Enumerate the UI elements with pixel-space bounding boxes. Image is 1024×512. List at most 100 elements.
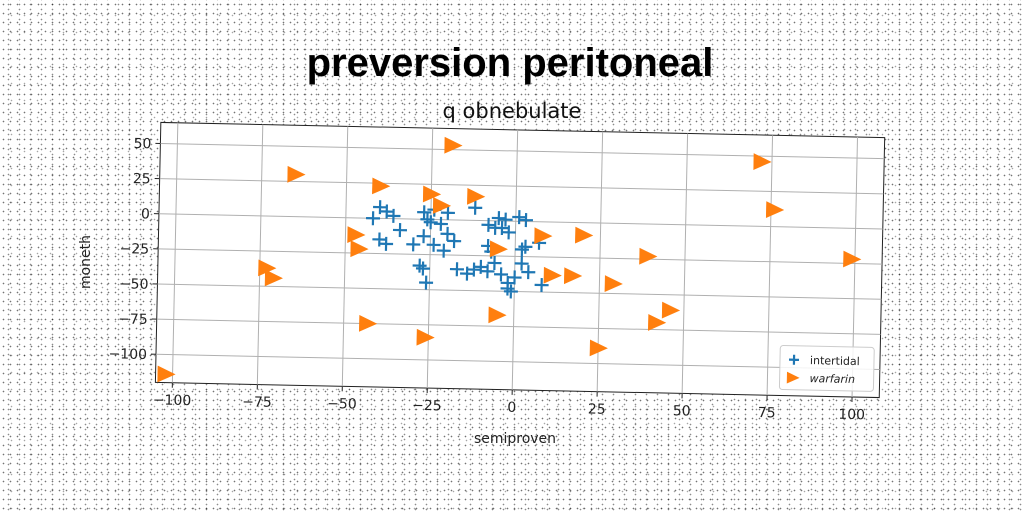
point-intertidal xyxy=(416,229,431,244)
point-intertidal xyxy=(480,264,495,279)
chart-subtitle: q obnebulate xyxy=(443,99,582,123)
point-warfarin xyxy=(843,250,862,268)
legend-marker-warfarin xyxy=(786,371,800,384)
grid-line-x xyxy=(171,122,179,383)
chart-title: preversion peritoneal xyxy=(307,41,714,85)
grid-line-x xyxy=(256,124,264,385)
point-intertidal xyxy=(512,210,527,225)
legend-label-intertidal: intertidal xyxy=(810,354,860,368)
point-intertidal xyxy=(449,262,464,277)
grid-lines xyxy=(155,122,885,397)
legend-marker-intertidal xyxy=(788,354,800,365)
point-intertidal xyxy=(460,266,475,281)
grid-line-y xyxy=(158,248,883,265)
point-intertidal xyxy=(433,216,448,231)
plot-frame xyxy=(154,121,886,399)
point-intertidal xyxy=(417,205,432,220)
grid-line-y xyxy=(156,318,881,335)
point-warfarin xyxy=(444,136,463,154)
point-warfarin xyxy=(534,227,553,245)
point-warfarin xyxy=(372,177,391,195)
grid-line-x xyxy=(766,135,774,396)
x-tick-label: 50 xyxy=(673,403,691,419)
point-intertidal xyxy=(386,208,401,223)
point-intertidal xyxy=(498,212,513,227)
grid-line-x xyxy=(426,128,434,389)
grid-line-y xyxy=(155,353,880,370)
y-axis-label: moneth xyxy=(78,235,94,289)
point-warfarin xyxy=(347,226,366,243)
point-warfarin xyxy=(422,185,442,203)
point-warfarin xyxy=(543,266,562,284)
x-tick-label: 100 xyxy=(838,407,865,424)
grid-line-y xyxy=(158,213,883,230)
x-axis-ticks: −100 −75 −50 −25 0 25 50 75 100 xyxy=(153,382,865,424)
data-points xyxy=(157,136,862,383)
grid-line-y xyxy=(160,143,885,160)
x-tick-label: 0 xyxy=(507,400,516,416)
point-warfarin xyxy=(358,315,378,332)
point-intertidal xyxy=(412,258,427,273)
point-warfarin xyxy=(416,328,435,346)
y-tick-label: 50 xyxy=(133,136,151,152)
point-intertidal xyxy=(426,237,441,252)
point-warfarin xyxy=(661,301,681,319)
point-warfarin xyxy=(563,267,583,285)
point-warfarin xyxy=(639,247,658,265)
point-intertidal xyxy=(534,278,549,293)
grid-line-x xyxy=(511,129,519,390)
y-tick-label: −100 xyxy=(108,346,147,363)
point-warfarin xyxy=(489,240,508,258)
point-intertidal xyxy=(420,212,435,227)
y-tick-label: 25 xyxy=(133,171,151,187)
point-warfarin xyxy=(647,314,667,331)
point-intertidal xyxy=(423,215,438,230)
point-intertidal xyxy=(507,270,522,285)
point-intertidal xyxy=(518,213,534,228)
grid-line-y xyxy=(159,178,884,195)
legend-label-warfarin: warfarin xyxy=(809,372,855,386)
point-intertidal xyxy=(419,275,434,290)
point-warfarin xyxy=(264,269,283,287)
point-intertidal xyxy=(436,243,451,258)
point-intertidal xyxy=(406,237,421,252)
x-tick-label: 25 xyxy=(588,401,606,417)
point-intertidal xyxy=(518,239,533,254)
x-tick-label: −100 xyxy=(153,392,192,409)
point-intertidal xyxy=(514,242,529,257)
point-warfarin xyxy=(467,187,486,205)
x-tick-label: 75 xyxy=(758,405,776,421)
point-warfarin xyxy=(350,240,369,258)
point-warfarin xyxy=(589,339,608,357)
y-tick-label: −25 xyxy=(119,241,149,258)
point-intertidal xyxy=(514,256,529,271)
point-intertidal xyxy=(415,261,430,276)
point-warfarin xyxy=(575,226,594,244)
point-intertidal xyxy=(481,217,496,232)
x-tick-label: −25 xyxy=(412,398,442,415)
point-warfarin xyxy=(765,201,785,219)
point-intertidal xyxy=(494,267,509,282)
point-intertidal xyxy=(501,225,516,240)
point-intertidal xyxy=(491,211,506,226)
point-intertidal xyxy=(392,223,407,238)
grid-line-y xyxy=(157,283,882,300)
grid-line-x xyxy=(341,126,349,387)
point-intertidal xyxy=(468,200,483,215)
y-tick-label: 0 xyxy=(141,206,150,222)
x-axis-label: semiproven xyxy=(474,431,556,447)
point-warfarin xyxy=(287,165,306,183)
point-intertidal xyxy=(440,205,455,220)
point-intertidal xyxy=(366,211,381,226)
grid-line-x xyxy=(681,133,689,394)
legend-box xyxy=(778,345,875,392)
legend: intertidal warfarin xyxy=(778,345,875,392)
point-warfarin xyxy=(488,306,507,324)
point-intertidal xyxy=(447,234,462,249)
point-intertidal xyxy=(379,236,394,251)
point-warfarin xyxy=(753,153,772,170)
x-tick-label: −50 xyxy=(327,396,357,413)
point-warfarin xyxy=(604,275,623,292)
point-warfarin xyxy=(432,197,452,214)
